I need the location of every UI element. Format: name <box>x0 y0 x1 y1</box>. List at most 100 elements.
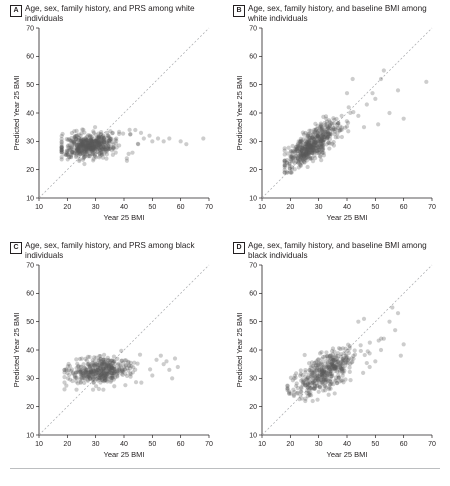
data-point <box>326 392 331 397</box>
data-point <box>96 142 101 147</box>
data-point <box>91 377 96 382</box>
data-point <box>104 149 109 154</box>
data-point <box>313 144 318 149</box>
data-point <box>325 364 331 369</box>
data-point <box>77 368 82 373</box>
data-point <box>352 352 358 357</box>
data-point <box>112 371 117 376</box>
data-point <box>327 146 332 151</box>
data-point <box>344 359 349 365</box>
x-tick-label: 40 <box>120 441 128 448</box>
data-point <box>296 139 301 144</box>
data-point <box>312 386 317 391</box>
data-point <box>109 358 114 363</box>
data-point <box>331 366 337 371</box>
data-point <box>105 141 110 146</box>
data-point <box>288 153 293 158</box>
data-point <box>107 146 112 151</box>
data-point <box>103 375 109 380</box>
data-point <box>347 346 352 351</box>
data-point <box>329 367 334 372</box>
data-point <box>331 363 336 369</box>
data-point <box>89 134 94 139</box>
data-point <box>83 372 88 377</box>
data-point <box>303 151 308 156</box>
scatter-points <box>282 68 429 175</box>
data-point <box>344 353 349 358</box>
data-point <box>90 147 95 152</box>
data-point <box>311 386 316 391</box>
data-point <box>102 146 107 151</box>
data-point <box>83 369 88 374</box>
data-point <box>299 160 305 166</box>
data-point <box>78 133 83 138</box>
data-point <box>93 138 98 143</box>
data-point <box>91 145 96 150</box>
data-point <box>72 139 77 144</box>
data-point <box>307 392 312 397</box>
data-point <box>335 356 340 361</box>
data-point <box>314 363 319 368</box>
data-point <box>161 139 166 144</box>
data-point <box>59 133 64 139</box>
data-point <box>91 156 96 161</box>
data-point <box>89 369 94 374</box>
data-point <box>329 361 334 366</box>
data-point <box>292 376 297 381</box>
x-tick-label: 50 <box>148 204 156 211</box>
data-point <box>99 375 104 380</box>
data-point <box>292 389 297 395</box>
data-point <box>90 374 95 380</box>
data-point <box>102 143 107 148</box>
data-point <box>333 366 338 371</box>
data-point <box>321 377 327 382</box>
data-point <box>92 151 97 156</box>
data-point <box>327 137 332 142</box>
data-point <box>305 388 310 393</box>
data-point <box>306 375 311 380</box>
data-point <box>344 357 349 362</box>
data-point <box>321 127 326 132</box>
data-point <box>315 134 320 139</box>
data-point <box>339 378 344 383</box>
data-point <box>117 131 122 136</box>
data-point <box>317 136 322 141</box>
data-point <box>310 148 315 153</box>
data-point <box>167 136 172 141</box>
data-point <box>78 143 83 148</box>
data-point <box>88 140 93 145</box>
data-point <box>303 144 308 149</box>
data-point <box>290 143 295 149</box>
data-point <box>88 134 93 140</box>
data-point <box>322 129 327 134</box>
data-point <box>77 149 82 154</box>
data-point <box>74 375 79 380</box>
data-point <box>123 363 129 368</box>
data-point <box>307 386 313 391</box>
data-point <box>307 379 312 384</box>
data-point <box>79 142 84 147</box>
data-point <box>91 368 97 374</box>
data-point <box>332 349 337 354</box>
data-point <box>108 367 114 373</box>
data-point <box>82 366 87 371</box>
data-point <box>339 134 344 140</box>
data-point <box>164 359 169 364</box>
data-point <box>111 373 116 378</box>
data-point <box>88 375 93 380</box>
data-point <box>318 137 323 142</box>
data-point <box>328 356 333 361</box>
data-point <box>316 363 321 368</box>
data-point <box>132 360 137 365</box>
data-point <box>101 368 106 373</box>
data-point <box>307 147 312 152</box>
data-point <box>288 391 294 396</box>
data-point <box>59 154 64 160</box>
data-point <box>294 383 299 389</box>
data-point <box>83 147 88 152</box>
data-point <box>327 126 332 131</box>
y-tick-label: 10 <box>26 195 34 202</box>
data-point <box>81 373 86 379</box>
data-point <box>91 158 96 163</box>
data-point <box>98 144 104 150</box>
